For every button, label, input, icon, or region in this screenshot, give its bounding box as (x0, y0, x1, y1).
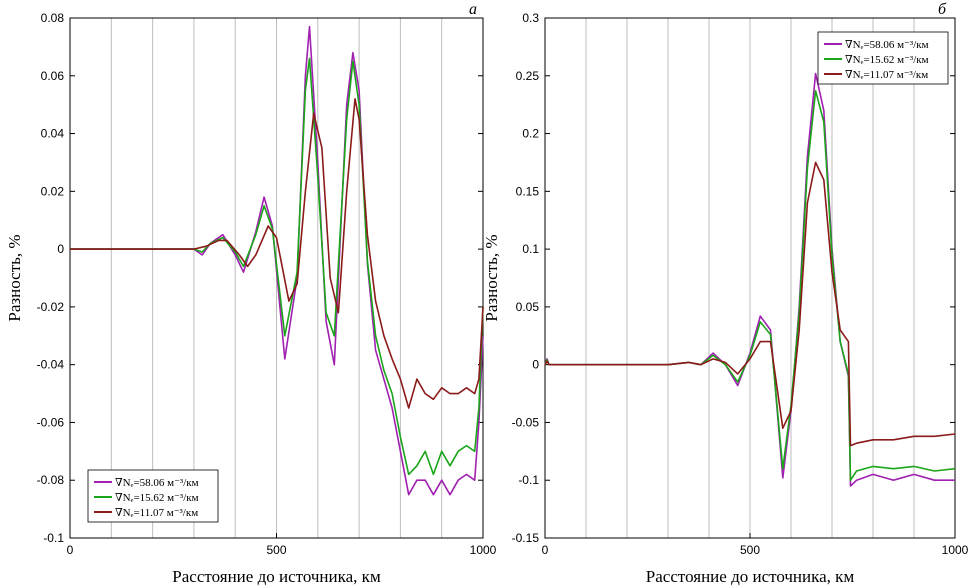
y-axis-label: Разность, % (5, 234, 24, 321)
y-tick-label: -0.1 (518, 473, 539, 487)
legend-entry: ∇Nₑ=58.06 м⁻³/км (845, 39, 929, 51)
y-tick-label: -0.06 (37, 415, 65, 429)
x-tick-label: 1000 (942, 543, 969, 557)
x-tick-label: 1000 (470, 543, 497, 557)
legend-entry: ∇Nₑ=15.62 м⁻³/км (115, 492, 199, 504)
series-line-3 (544, 161, 956, 447)
y-tick-label: 0.04 (41, 127, 65, 141)
y-tick-label: -0.05 (512, 415, 540, 429)
y-tick-label: 0.02 (41, 184, 65, 198)
y-tick-label: 0.06 (41, 69, 65, 83)
legend-entry: ∇Nₑ=11.07 м⁻³/км (115, 507, 198, 519)
y-tick-label: 0.1 (522, 242, 539, 256)
x-axis-label: Расстояние до источника, км (172, 567, 381, 586)
y-tick-label: 0 (532, 358, 539, 372)
y-tick-label: 0.25 (516, 69, 540, 83)
y-tick-label: 0.15 (516, 184, 540, 198)
legend-entry: ∇Nₑ=58.06 м⁻³/км (115, 477, 199, 489)
y-tick-label: -0.08 (37, 473, 65, 487)
x-tick-label: 500 (740, 543, 760, 557)
y-tick-label: -0.15 (512, 531, 540, 545)
y-axis-label: Разность, % (482, 234, 501, 321)
y-tick-label: 0.05 (516, 300, 540, 314)
legend: ∇Nₑ=58.06 м⁻³/км ∇Nₑ=15.62 м⁻³/км ∇Nₑ=11.0… (87, 469, 219, 523)
chart-panel-1: 0.08 0.06 0.04 0.02 0 -0.02 -0.04 -0.06 -0.08 -0.… (5, 1, 497, 586)
y-tick-label: 0.3 (522, 11, 539, 25)
legend-entry: ∇Nₑ=11.07 м⁻³/км (845, 69, 928, 81)
y-tick-label: 0.08 (41, 11, 65, 25)
y-tick-label: 0 (57, 242, 64, 256)
x-axis-label: Расстояние до источника, км (646, 567, 855, 586)
y-tick-label: -0.02 (37, 300, 65, 314)
x-tick-label: 0 (67, 543, 74, 557)
legend-entry: ∇Nₑ=15.62 м⁻³/км (845, 54, 929, 66)
panel-label: б (938, 1, 947, 18)
series-line-3 (70, 98, 484, 409)
x-tick-label: 500 (266, 543, 286, 557)
panel-label: а (469, 1, 477, 18)
legend: ∇Nₑ=58.06 м⁻³/км ∇Nₑ=15.62 м⁻³/км ∇Nₑ=11.0… (817, 31, 949, 85)
y-tick-label: -0.1 (43, 531, 64, 545)
chart-panel-2: 0.30.250.20.150.10.050-0.05-0.1-0.150 500… (482, 1, 969, 586)
y-tick-label: 0.2 (522, 127, 539, 141)
x-tick-label: 0 (542, 543, 549, 557)
y-tick-label: -0.04 (37, 358, 65, 372)
